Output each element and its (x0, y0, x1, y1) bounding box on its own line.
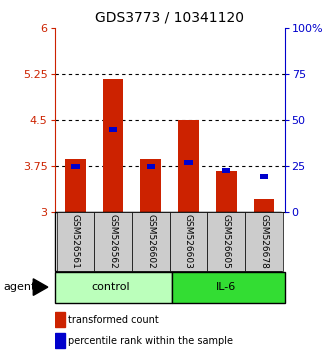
Bar (170, 212, 207, 271)
Bar (222, 168, 230, 173)
Text: transformed count: transformed count (69, 315, 159, 325)
Title: GDS3773 / 10341120: GDS3773 / 10341120 (95, 10, 244, 24)
Text: GSM526603: GSM526603 (184, 214, 193, 269)
Bar (132, 212, 169, 271)
Bar (147, 164, 155, 169)
Bar (140, 159, 161, 212)
Bar (94, 212, 132, 271)
Text: GSM526562: GSM526562 (109, 214, 118, 269)
Text: percentile rank within the sample: percentile rank within the sample (69, 336, 233, 346)
Bar (55, 312, 65, 327)
Bar (254, 199, 274, 212)
Bar (178, 120, 199, 212)
Bar (55, 333, 65, 348)
Bar (55, 272, 171, 303)
Bar (103, 79, 123, 212)
Bar (71, 164, 79, 169)
Text: GSM526678: GSM526678 (260, 214, 268, 269)
Bar (260, 175, 268, 179)
Bar (207, 212, 245, 271)
Text: agent: agent (3, 282, 36, 292)
Text: control: control (92, 282, 130, 292)
Bar (57, 212, 94, 271)
Bar (245, 212, 283, 271)
Text: IL-6: IL-6 (216, 282, 236, 292)
Bar (65, 159, 86, 212)
Text: GSM526602: GSM526602 (146, 214, 155, 269)
Polygon shape (33, 279, 48, 295)
Text: GSM526605: GSM526605 (222, 214, 231, 269)
Bar (171, 272, 285, 303)
Bar (109, 127, 117, 132)
Bar (216, 171, 237, 212)
Text: GSM526561: GSM526561 (71, 214, 80, 269)
Bar (184, 160, 193, 165)
